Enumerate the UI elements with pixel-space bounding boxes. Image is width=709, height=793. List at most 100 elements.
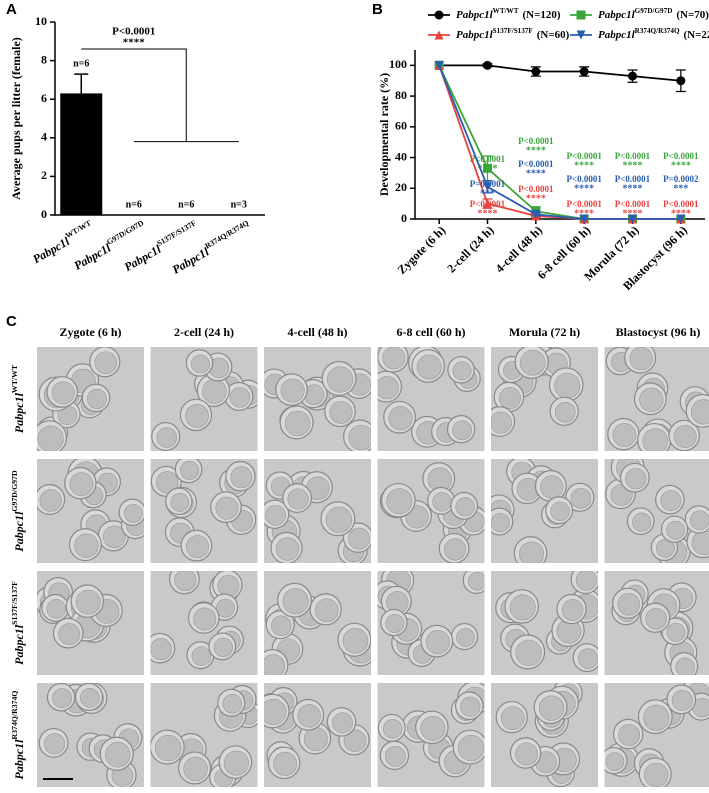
column-header: 6-8 cell (60 h) <box>397 325 466 339</box>
embryo-inner <box>500 706 525 731</box>
p-value: P=0.0001 <box>470 179 506 189</box>
series-line <box>438 64 681 220</box>
data-point <box>676 214 686 224</box>
p-value: P=0.0002 <box>663 174 699 184</box>
y-tick-label: 10 <box>35 14 47 28</box>
embryo-inner <box>382 719 403 739</box>
gene-name: Pabpc1l <box>598 9 636 21</box>
p-value: P<0.0001 <box>518 136 554 146</box>
stars: **** <box>671 208 691 219</box>
y-tick-label: 80 <box>395 88 407 102</box>
embryo-inner <box>570 488 592 509</box>
genotype-label: Pabpc1lG97D/G97D (N=70) <box>598 7 709 21</box>
embryo-inner <box>554 372 581 399</box>
genotype-label: Pabpc1lWT/WT (N=120) <box>456 7 561 21</box>
embryos <box>264 361 371 451</box>
y-tick-label: 20 <box>395 180 407 194</box>
embryo-inner <box>123 503 143 523</box>
stars: *** <box>480 188 495 199</box>
legend-count: (N=120) <box>522 9 560 21</box>
p-value: P<0.0001 <box>566 199 602 209</box>
legend-count: (N=22) <box>684 29 709 41</box>
genotype-label: Pabpc1lWT/WT <box>10 364 25 433</box>
embryos <box>150 685 258 787</box>
embryo-inner <box>577 648 598 669</box>
x-tick-label: Zygote (6 h) <box>394 223 448 277</box>
gene-name: Pabpc1l <box>122 241 164 273</box>
data-point <box>483 199 492 209</box>
embryo-inner <box>540 475 564 499</box>
embryos <box>495 571 598 673</box>
stars: **** <box>623 183 643 194</box>
embryo-inner <box>388 406 413 431</box>
embryo-inner <box>348 527 371 550</box>
embryo-inner <box>282 588 309 615</box>
embryo-inner <box>675 657 695 675</box>
embryo-inner <box>491 411 512 434</box>
legend-marker <box>434 10 444 20</box>
embryos <box>37 459 144 562</box>
embryo-inner <box>102 525 126 549</box>
embryo-inner <box>385 745 406 767</box>
embryo-inner <box>550 501 570 521</box>
embryo-inner <box>185 404 209 428</box>
embryo-inner <box>538 695 565 721</box>
embryo-inner <box>39 489 62 512</box>
p-value: P<0.0001 <box>615 174 651 184</box>
embryo-inner <box>170 492 190 512</box>
embryo-inner <box>642 428 669 451</box>
embryos <box>379 462 485 563</box>
embryo-inner <box>432 492 452 512</box>
embryo-inner <box>46 599 66 619</box>
series-line <box>439 64 681 82</box>
embryo-inner <box>280 378 305 403</box>
embryo-inner <box>386 488 413 515</box>
embryo-inner <box>515 742 539 766</box>
embryos <box>37 577 123 649</box>
data-point <box>579 67 589 77</box>
embryo-inner <box>491 512 511 533</box>
embryo-inner <box>455 497 475 517</box>
legend-count: (N=60) <box>537 29 570 41</box>
embryo-inner <box>215 496 239 520</box>
p-value: P<0.0001 <box>663 151 699 161</box>
embryo-inner <box>632 512 652 532</box>
embryos <box>377 347 481 448</box>
allele: WT/WT <box>10 364 19 393</box>
embryo-inner <box>467 571 485 591</box>
column-header: 4-cell (48 h) <box>288 325 348 339</box>
embryo-inner <box>183 756 208 782</box>
y-tick-label: 0 <box>41 207 47 221</box>
embryo-inner <box>75 589 101 615</box>
p-value: P<0.0001 <box>663 199 699 209</box>
stars: **** <box>478 208 498 219</box>
data-point <box>483 182 492 192</box>
embryo-inner <box>612 423 637 448</box>
embryo-inner <box>223 750 249 776</box>
column-header: Morula (72 h) <box>509 325 580 339</box>
embryo-inner <box>629 347 653 371</box>
n-label: n=3 <box>231 199 247 210</box>
embryo-inner <box>425 630 450 655</box>
embryo-inner <box>625 468 647 490</box>
p-value: P<0.0001 <box>518 159 554 169</box>
data-point <box>483 163 492 173</box>
genotype-label: Pabpc1lS137F/S137F (N=60) <box>456 27 570 41</box>
embryo-inner <box>342 628 369 654</box>
allele: S137F/S137F <box>493 27 534 35</box>
embryo-inner <box>644 762 669 787</box>
embryo-inner <box>284 410 311 437</box>
p-value: P<0.0001 <box>615 199 651 209</box>
gene-name: Pabpc1l <box>71 240 113 272</box>
panel-label: B <box>372 1 383 18</box>
legend-marker <box>576 10 586 20</box>
data-point <box>483 60 492 70</box>
embryo-inner <box>377 376 399 400</box>
embryo-inner <box>325 506 353 533</box>
embryo-inner <box>660 490 682 512</box>
gene-name: Pabpc1l <box>12 739 26 780</box>
genotype-label: Pabpc1lR374Q/R374Q (N=22) <box>598 27 709 41</box>
embryo-inner <box>314 598 339 623</box>
embryo-inner <box>297 704 321 728</box>
embryo-inner <box>444 538 467 561</box>
